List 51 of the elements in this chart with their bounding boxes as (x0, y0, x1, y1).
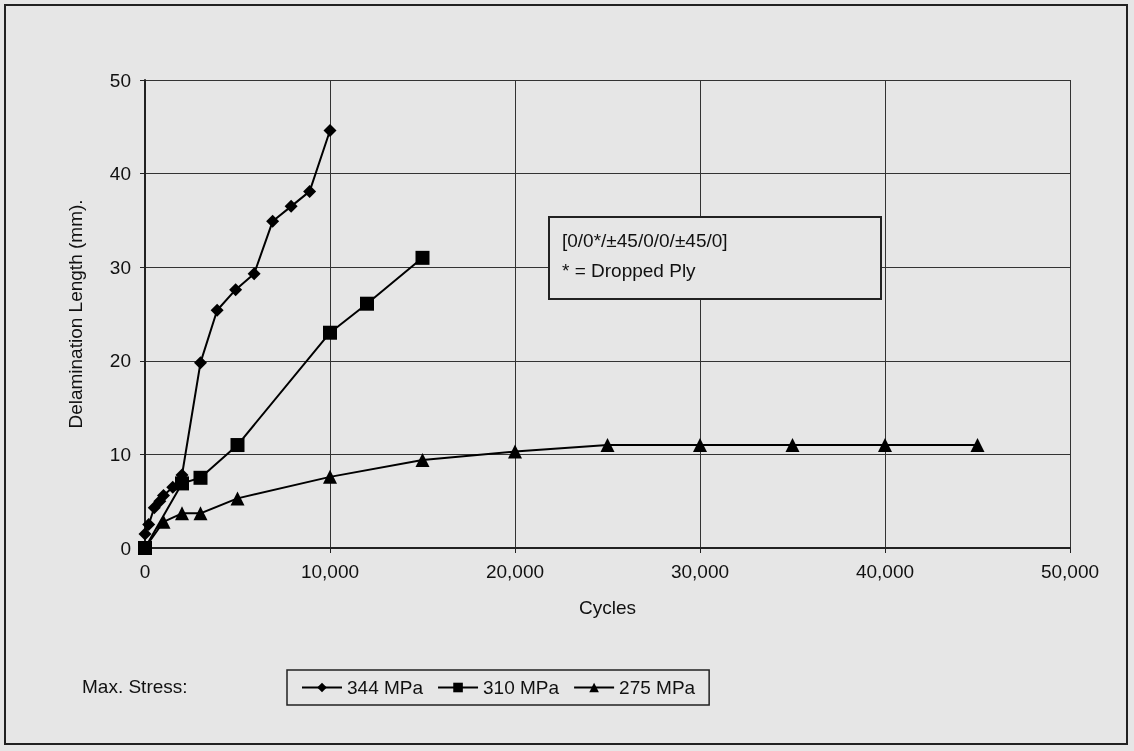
point (415, 453, 430, 468)
legend-label: 344 MPa (347, 677, 424, 698)
y-tick-label: 50 (109, 69, 131, 91)
note-box: [0/0*/±45/0/0/±45/0] * = Dropped Ply (548, 216, 882, 300)
point (600, 438, 615, 453)
point (142, 518, 156, 532)
point (323, 124, 337, 138)
annotation: * = Dropped Ply (562, 259, 697, 283)
y-tick-label: 20 (109, 350, 131, 372)
point (230, 491, 245, 506)
point (693, 438, 707, 453)
point (156, 514, 171, 529)
point (247, 267, 261, 281)
point (194, 356, 207, 370)
x-tick-label: 10,000 (300, 561, 360, 582)
point (785, 438, 800, 453)
y-tick-label: 30 (109, 256, 131, 278)
point (193, 470, 208, 485)
y-axis-title: Delamination Length (mm). (65, 199, 86, 429)
point (508, 444, 522, 459)
point (230, 438, 245, 453)
point (266, 214, 280, 228)
point (157, 489, 170, 503)
point (175, 476, 189, 491)
x-tick-label: 50,000 (1040, 561, 1100, 582)
point (303, 184, 317, 198)
x-tick-label: 40,000 (855, 561, 915, 582)
y-tick-label: 0 (120, 537, 131, 559)
point (360, 296, 374, 311)
point (229, 283, 243, 297)
point (193, 506, 208, 521)
x-tick-label: 0 (139, 561, 151, 582)
y-tick-label: 10 (109, 443, 131, 465)
legend-label: 275 MPa (619, 677, 696, 698)
point (147, 501, 161, 515)
x-tick-label: 30,000 (670, 561, 730, 582)
point (323, 469, 337, 484)
y-tick-label: 40 (109, 163, 131, 185)
point (284, 199, 298, 213)
legend-label: 310 MPa (483, 677, 560, 698)
point (138, 527, 152, 541)
point (210, 303, 224, 317)
point (415, 250, 430, 265)
point (878, 438, 892, 453)
x-axis-title: Cycles (578, 597, 637, 618)
point (970, 438, 985, 453)
legend-title: Max. Stress: (82, 676, 188, 698)
point (175, 506, 189, 521)
point (323, 325, 337, 340)
x-tick-label: 20,000 (485, 561, 545, 582)
annotation: [0/0*/±45/0/0/±45/0] (562, 229, 729, 253)
